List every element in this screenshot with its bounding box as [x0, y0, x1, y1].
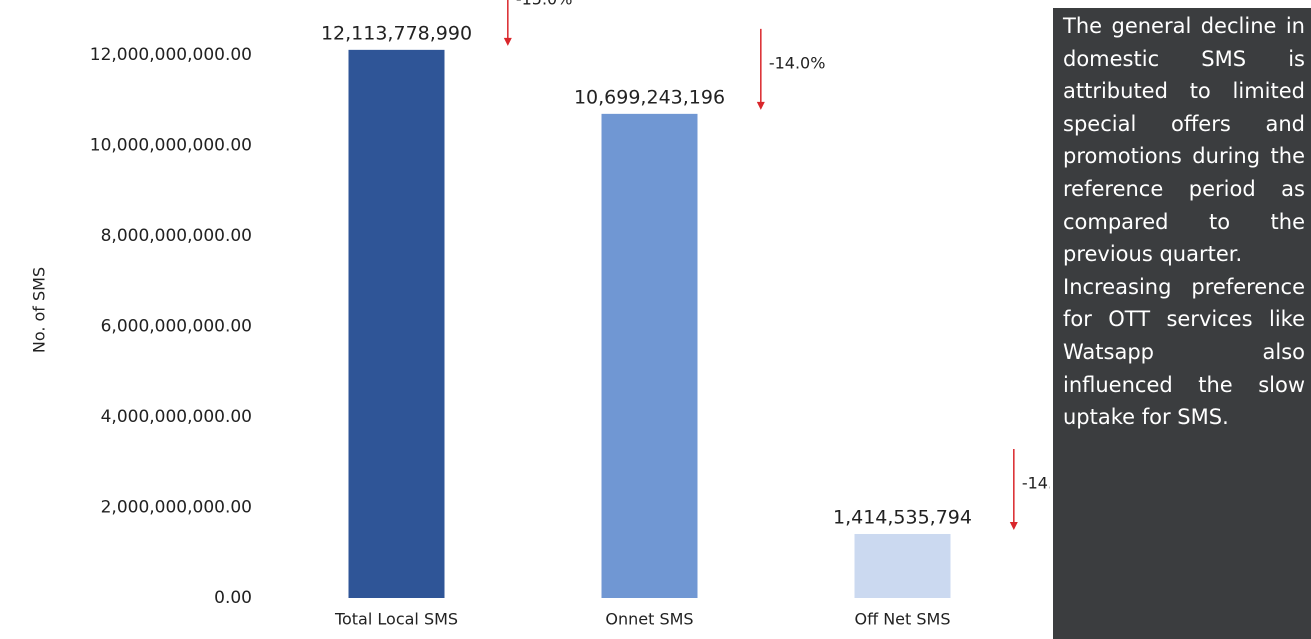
side-panel: The general decline in domestic SMS is a…: [1053, 8, 1311, 639]
x-tick-label: Off Net SMS: [855, 610, 951, 629]
arrow-head: [503, 37, 512, 46]
data-label: 12,113,778,990: [321, 22, 472, 44]
annotation: -14.0%: [769, 53, 826, 72]
y-tick-label: 2,000,000,000.00: [101, 498, 252, 518]
y-tick-label: 4,000,000,000.00: [101, 407, 252, 427]
y-tick-label: 0.00: [214, 588, 252, 608]
y-axis-label: No. of SMS: [30, 267, 49, 353]
data-label: 10,699,243,196: [574, 86, 725, 108]
arrow-head: [756, 101, 765, 110]
annotation: -14.9%: [1022, 473, 1050, 492]
x-tick-label: Total Local SMS: [334, 610, 458, 629]
y-tick-label: 10,000,000,000.00: [90, 136, 252, 156]
y-tick-label: 8,000,000,000.00: [101, 226, 252, 246]
y-tick-label: 6,000,000,000.00: [101, 317, 252, 337]
bar: [854, 533, 951, 598]
data-label: 1,414,535,794: [833, 506, 972, 528]
panel-text: Increasing preference for OTT services l…: [1063, 274, 1305, 430]
bar: [601, 113, 698, 598]
arrow-head: [1009, 521, 1018, 530]
panel-text: The general decline in domestic SMS is a…: [1063, 14, 1305, 267]
bar: [348, 49, 445, 598]
chart: No. of SMS 0.00 2,000,000,000.00 4,000,000…: [30, 0, 1050, 629]
annotation: -15.0%: [516, 0, 573, 8]
x-tick-label: Onnet SMS: [605, 610, 693, 629]
y-tick-label: 12,000,000,000.00: [90, 45, 252, 65]
